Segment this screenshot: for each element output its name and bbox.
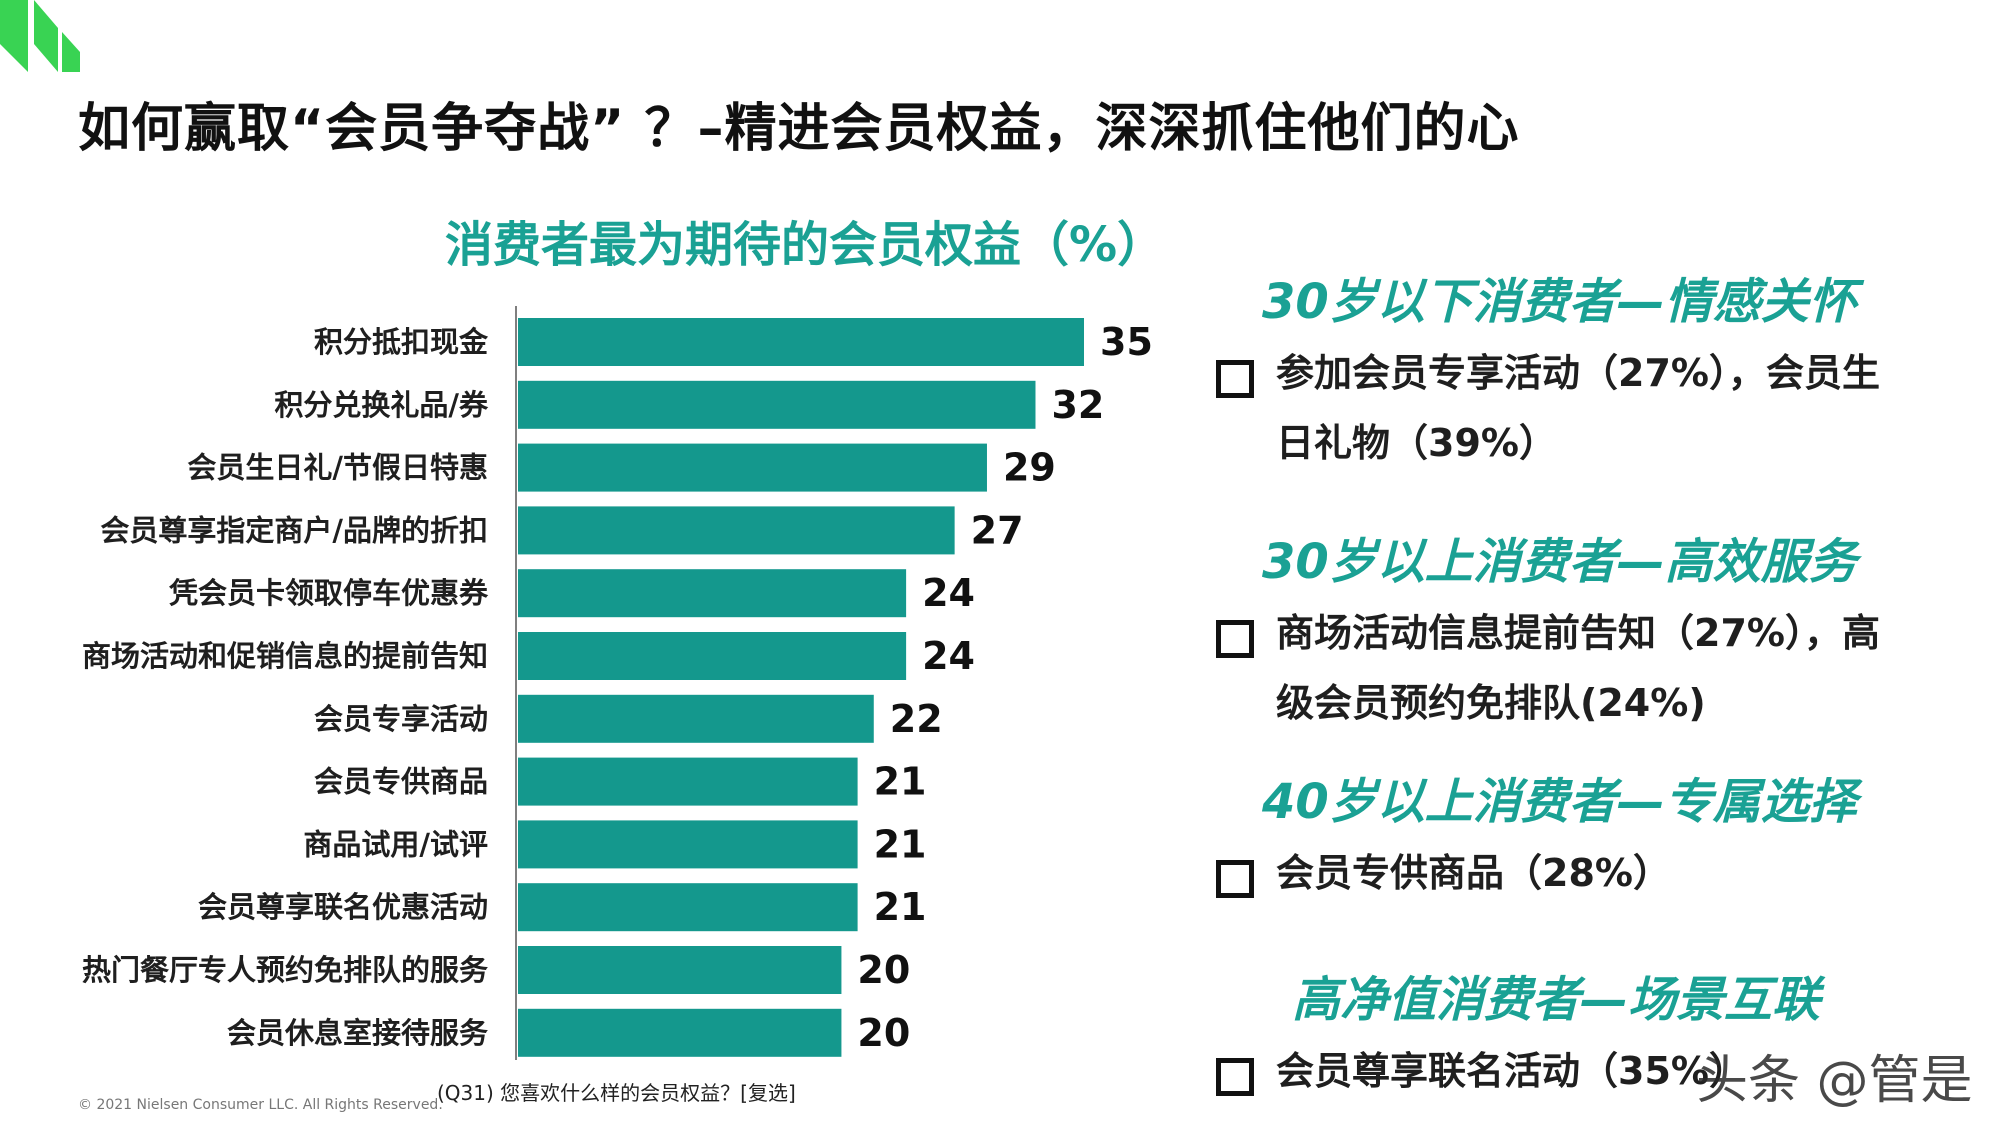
bar-4 (518, 569, 907, 618)
checkbox-square-icon (1216, 1058, 1254, 1096)
segment-over-40: 40岁以上消费者—专属选择 会员专供商品（28%） (1216, 762, 1956, 908)
bar-0 (518, 318, 1084, 366)
value-label: 29 (1003, 446, 1056, 490)
category-label: 热门餐厅专人预约免排队的服务 (82, 953, 488, 987)
segment-title: 高净值消费者—场景互联 (1292, 972, 1821, 1028)
segment-item-text: 会员专供商品（28%） (1276, 851, 1671, 895)
bar-7 (518, 757, 858, 806)
checkbox-square-icon (1216, 860, 1254, 898)
bar-5 (518, 632, 907, 680)
checkbox-square-icon (1216, 620, 1254, 658)
value-label: 20 (857, 948, 910, 992)
value-label: 27 (971, 508, 1024, 552)
value-label: 21 (874, 885, 927, 929)
bar-9 (518, 883, 858, 932)
category-label: 商品试用/试评 (303, 827, 488, 861)
value-label: 20 (857, 1011, 910, 1055)
bar-10 (518, 946, 842, 994)
value-label: 24 (922, 571, 975, 615)
category-label: 积分兑换礼品/券 (274, 388, 489, 422)
bar-11 (518, 1008, 842, 1057)
category-label: 会员尊享指定商户/品牌的折扣 (100, 513, 488, 547)
segment-title: 30岁以上消费者—高效服务 (1262, 534, 1857, 590)
segment-item: 参加会员专享活动（27%），会员生日礼物（39%） (1216, 350, 1956, 478)
value-label: 32 (1051, 383, 1104, 427)
bar-2 (518, 443, 987, 492)
value-label: 35 (1100, 320, 1153, 364)
category-label: 商场活动和促销信息的提前告知 (82, 639, 488, 673)
category-label: 会员尊享联名优惠活动 (198, 890, 488, 924)
category-label: 积分抵扣现金 (314, 325, 489, 359)
segment-item-text: 会员尊享联名活动（35%） (1276, 1049, 1747, 1093)
segment-title: 40岁以上消费者—专属选择 (1262, 774, 1857, 830)
category-label: 凭会员卡领取停车优惠券 (168, 576, 489, 610)
watermark: 头条 @管是 (1696, 1051, 1973, 1111)
segment-title: 30岁以下消费者—情感关怀 (1262, 274, 1857, 330)
question-footnote: (Q31) 您喜欢什么样的会员权益？[复选] (437, 1081, 796, 1105)
segment-over-30: 30岁以上消费者—高效服务 商场活动信息提前告知（27%），高级会员预约免排队(… (1216, 522, 1956, 738)
segment-item-text: 商场活动信息提前告知（27%），高级会员预约免排队(24%) (1276, 611, 1880, 725)
bar-3 (518, 506, 955, 555)
segment-item: 商场活动信息提前告知（27%），高级会员预约免排队(24%) (1216, 610, 1956, 738)
segment-item: 会员专供商品（28%） (1216, 850, 1956, 908)
bar-1 (518, 380, 1036, 429)
segment-high-net-worth: 高净值消费者—场景互联 会员尊享联名活动（35%） (1216, 960, 1956, 1106)
bar-chart: 积分抵扣现金 35 积分兑换礼品/券 32 会员生日礼/节假日特惠 29 会员尊享指定商户/… (82, 306, 1153, 1060)
value-label: 24 (922, 634, 975, 678)
segment-item: 会员尊享联名活动（35%） (1216, 1048, 1956, 1106)
bar-8 (518, 820, 858, 869)
value-label: 22 (890, 697, 943, 741)
bar-6 (518, 694, 874, 743)
nielsen-logo-icon (0, 0, 80, 72)
value-label: 21 (874, 760, 927, 804)
category-label: 会员专供商品 (314, 765, 488, 799)
category-label: 会员休息室接待服务 (227, 1016, 488, 1050)
page-title: 如何赢取“会员争夺战” ？–精进会员权益，深深抓住他们的心 (78, 99, 1520, 159)
copyright: © 2021 Nielsen Consumer LLC. All Rights … (78, 1097, 443, 1113)
category-label: 会员专享活动 (314, 702, 488, 736)
segment-under-30: 30岁以下消费者—情感关怀 参加会员专享活动（27%），会员生日礼物（39%） (1216, 262, 1956, 478)
chart-title: 消费者最为期待的会员权益（%） (445, 217, 1166, 273)
segment-item-text: 参加会员专享活动（27%），会员生日礼物（39%） (1276, 351, 1880, 465)
checkbox-square-icon (1216, 360, 1254, 398)
category-label: 会员生日礼/节假日特惠 (187, 451, 488, 485)
value-label: 21 (874, 822, 927, 866)
